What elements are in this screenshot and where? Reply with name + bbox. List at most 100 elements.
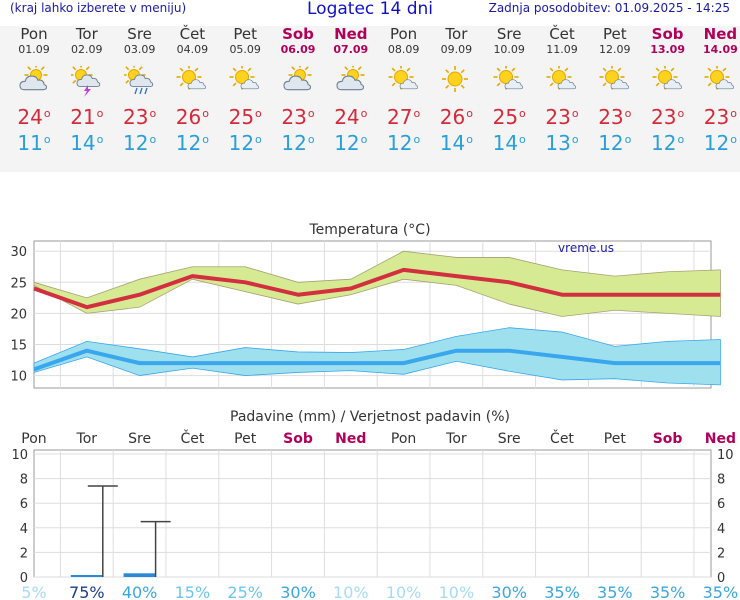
day-column: Ned 07.09 24o 12o [325, 26, 377, 156]
precip-y-tick-right: 0 [717, 571, 725, 586]
day-column: Sob 13.09 23o 12o [642, 26, 694, 156]
min-temp-line [33, 348, 721, 372]
min-temp: 12o [228, 131, 262, 155]
last-update: Zadnja posodobitev: 01.09.2025 - 14:25 [488, 1, 730, 15]
precip-probability: 35% [544, 583, 580, 600]
day-column: Ned 14.09 23o 12o [694, 26, 740, 156]
min-temp: 12o [281, 131, 315, 155]
precip-probability: 10% [333, 583, 369, 600]
sun-small-cloud-icon [704, 66, 735, 90]
sun-small-cloud-icon [599, 66, 629, 90]
precip-probability: 25% [227, 583, 263, 600]
sun-small-cloud-icon [229, 66, 260, 90]
precip-probability: 10% [439, 583, 475, 600]
precip-chart-title: Padavine (mm) / Verjetnost padavin (%) [230, 409, 510, 425]
day-column: Pon 08.09 27o 12o [378, 26, 430, 156]
day-column: Čet 04.09 26o 12o [166, 26, 218, 156]
precip-probability: 30% [280, 583, 316, 600]
temp-chart-title: Temperatura (°C) [308, 222, 430, 238]
precip-y-tick-right: 2 [717, 546, 725, 561]
precip-day-label: Pet [604, 431, 627, 447]
precip-day-label: Pet [234, 431, 257, 447]
day-date: 05.09 [229, 43, 261, 56]
sun-small-cloud-icon [176, 66, 207, 90]
day-name: Pon [20, 25, 48, 43]
day-name: Sob [282, 25, 314, 43]
precip-y-tick-right: 4 [717, 522, 725, 537]
max-temp-line [33, 267, 721, 310]
precip-day-label: Čet [550, 429, 574, 447]
max-temp-band [33, 250, 721, 317]
day-name: Ned [703, 25, 738, 43]
precip-day-label: Sre [498, 431, 521, 447]
min-temp: 12o [123, 131, 157, 155]
precip-y-tick-left: 6 [20, 497, 28, 512]
precip-y-tick-left: 4 [20, 522, 28, 537]
max-temp: 23o [703, 105, 737, 129]
day-column: Tor 02.09 21o 14o [61, 26, 113, 156]
precip-y-tick-left: 0 [20, 571, 28, 586]
max-temp: 23o [123, 105, 157, 129]
day-name: Sre [496, 25, 522, 43]
precip-probability: 5% [21, 583, 46, 600]
precip-day-label: Sob [283, 431, 313, 447]
min-temp: 12o [175, 131, 209, 155]
min-temp: 12o [598, 131, 632, 155]
max-temp: 24o [17, 105, 51, 129]
precip-probability: 10% [386, 583, 422, 600]
day-name: Tor [75, 25, 98, 43]
day-date: 08.09 [387, 43, 420, 56]
precip-day-label: Ned [705, 431, 736, 447]
header-left-note[interactable]: (kraj lahko izberete v meniju) [10, 1, 187, 15]
day-name: Ned [334, 25, 368, 43]
day-date: 04.09 [176, 43, 209, 56]
day-name: Tor [445, 25, 468, 43]
max-temp: 25o [228, 105, 262, 129]
precip-y-tick-right: 6 [717, 497, 725, 512]
precip-y-tick-right: 8 [717, 473, 725, 488]
precip-day-label: Tor [76, 431, 98, 447]
precip-day-label: Pon [21, 431, 46, 447]
min-temp: 12o [703, 131, 737, 155]
min-temp: 12o [387, 131, 421, 155]
precip-day-label: Tor [445, 431, 467, 447]
temp-y-tick: 15 [10, 338, 27, 353]
day-column: Pon 01.09 24o 11o [8, 26, 60, 156]
sun-small-cloud-icon [388, 66, 418, 90]
cloudy-sun-icon [19, 66, 48, 91]
day-date: 13.09 [650, 43, 685, 56]
max-temp: 21o [70, 105, 104, 129]
precip-day-label: Čet [180, 429, 204, 447]
day-column: Pet 12.09 23o 12o [589, 26, 641, 156]
sun-small-cloud-icon [652, 66, 682, 90]
day-column: Pet 05.09 25o 12o [219, 26, 271, 156]
min-temp: 14o [70, 131, 104, 155]
max-temp: 27o [387, 105, 421, 129]
precip-day-label: Sre [128, 431, 151, 447]
max-temp: 25o [492, 105, 526, 129]
day-name: Sob [651, 25, 684, 43]
temp-y-tick: 10 [10, 370, 27, 385]
precip-bar [123, 573, 156, 577]
precip-probability: 35% [650, 583, 686, 600]
sun-small-cloud-icon [546, 66, 577, 90]
cloudy-sun-icon [336, 66, 365, 91]
page-title: Logatec 14 dni [307, 0, 433, 19]
precip-probability: 15% [175, 583, 211, 600]
precip-probability: 30% [491, 583, 527, 600]
day-date: 01.09 [18, 43, 50, 56]
temp-y-tick: 25 [10, 276, 27, 291]
day-date: 06.09 [280, 43, 316, 56]
day-date: 07.09 [333, 43, 369, 56]
day-column: Sob 06.09 23o 12o [272, 26, 324, 156]
precip-bar [70, 575, 103, 577]
max-temp: 26o [439, 105, 473, 129]
precip-plot-area [33, 449, 712, 578]
max-temp: 23o [598, 105, 632, 129]
sun-icon [442, 66, 469, 92]
day-name: Čet [549, 25, 575, 43]
precip-probability: 40% [122, 583, 158, 600]
sun-cloud-lightning-icon [70, 66, 100, 97]
temp-y-tick: 20 [10, 307, 27, 322]
